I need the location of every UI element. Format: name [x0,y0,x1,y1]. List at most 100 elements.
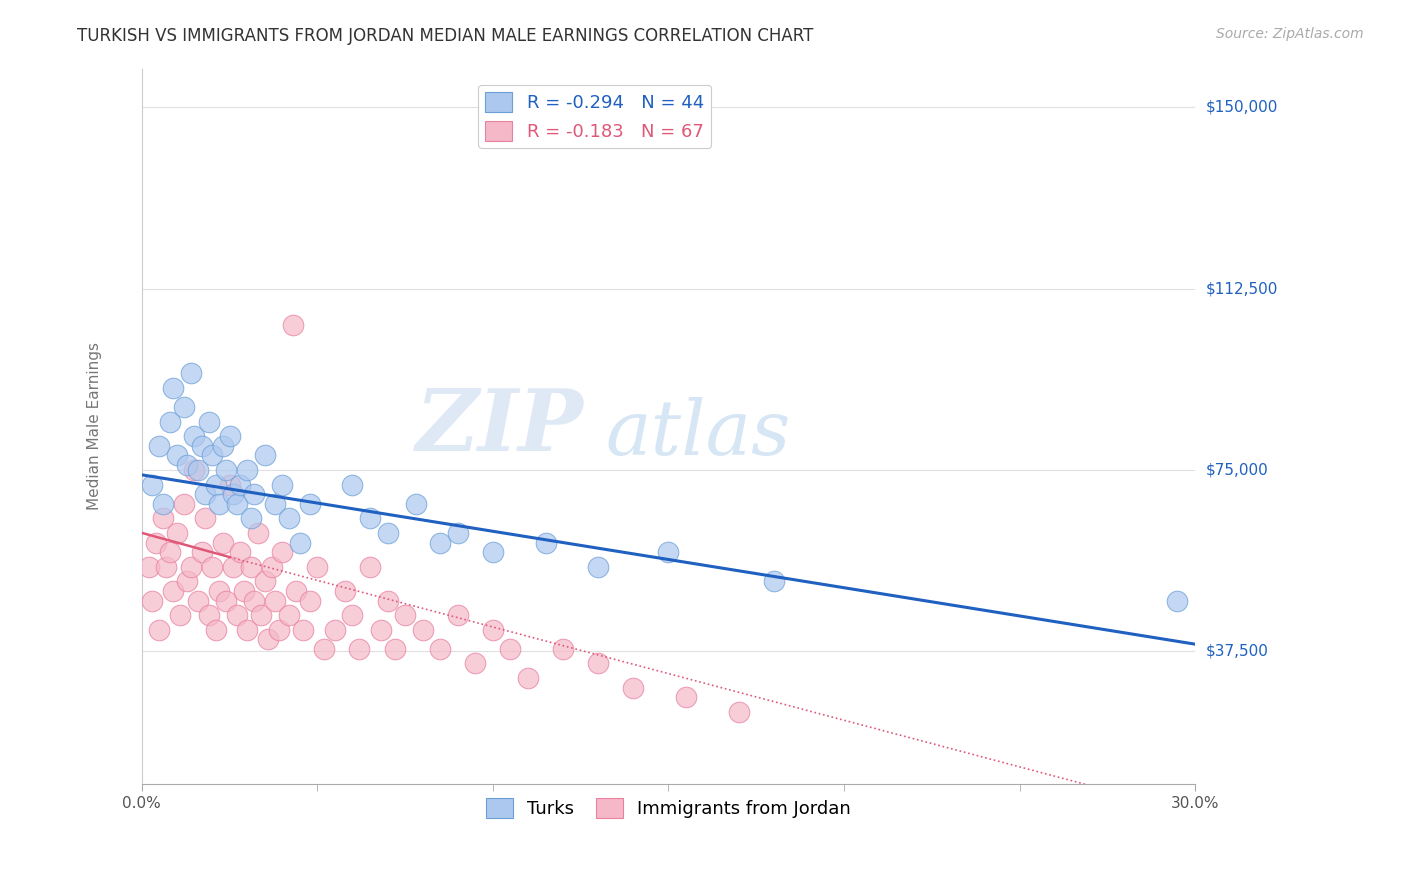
Point [447,608,470,623]
Point [180,559,202,574]
Point [204,477,226,491]
Point [499,642,522,657]
Point [176,574,198,589]
Text: $37,500: $37,500 [1206,644,1270,659]
Point [208,497,231,511]
Point [211,439,233,453]
Point [138,559,160,574]
Point [218,477,240,491]
Point [190,439,212,453]
Point [229,545,252,559]
Point [201,449,224,463]
Point [482,545,505,559]
Point [271,477,294,491]
Point [187,593,209,607]
Point [335,583,357,598]
Point [232,583,254,598]
Point [225,497,247,511]
Point [1166,593,1188,607]
Point [429,642,451,657]
Point [159,545,181,559]
Point [257,632,280,647]
Text: ZIP: ZIP [416,384,583,468]
Point [464,657,486,671]
Point [281,318,304,332]
Point [586,657,609,671]
Point [377,593,399,607]
Point [141,477,163,491]
Point [405,497,427,511]
Point [482,623,505,637]
Point [190,545,212,559]
Point [239,559,262,574]
Point [288,535,311,549]
Point [285,583,308,598]
Point [180,366,202,380]
Text: $150,000: $150,000 [1206,100,1278,115]
Point [267,623,290,637]
Text: atlas: atlas [605,397,790,471]
Point [370,623,392,637]
Point [169,608,191,623]
Point [299,497,322,511]
Point [359,559,381,574]
Point [323,623,346,637]
Point [253,449,276,463]
Point [218,429,240,443]
Point [621,681,644,695]
Point [243,487,266,501]
Point [264,497,287,511]
Point [675,690,697,705]
Point [183,463,205,477]
Point [145,535,167,549]
Point [657,545,679,559]
Point [162,583,184,598]
Text: $112,500: $112,500 [1206,281,1278,296]
Point [155,559,177,574]
Point [517,671,540,685]
Text: $75,000: $75,000 [1206,463,1268,477]
Point [148,439,170,453]
Point [194,511,217,525]
Point [215,593,238,607]
Point [152,511,174,525]
Point [141,593,163,607]
Point [243,593,266,607]
Point [246,525,269,540]
Point [225,608,247,623]
Point [173,497,195,511]
Point [447,525,470,540]
Point [264,593,287,607]
Point [222,559,245,574]
Point [429,535,451,549]
Point [377,525,399,540]
Point [166,449,188,463]
Text: Median Male Earnings: Median Male Earnings [87,343,103,510]
Point [148,623,170,637]
Point [204,623,226,637]
Point [278,608,301,623]
Point [197,415,219,429]
Point [159,415,181,429]
Point [222,487,245,501]
Point [394,608,416,623]
Point [187,463,209,477]
Point [260,559,283,574]
Point [314,642,336,657]
Point [176,458,198,472]
Point [211,535,233,549]
Point [194,487,217,501]
Point [278,511,301,525]
Point [553,642,575,657]
Point [239,511,262,525]
Point [253,574,276,589]
Point [183,429,205,443]
Point [342,477,364,491]
Point [359,511,381,525]
Legend: Turks, Immigrants from Jordan: Turks, Immigrants from Jordan [478,791,859,825]
Point [201,559,224,574]
Point [586,559,609,574]
Point [173,400,195,414]
Point [292,623,315,637]
Point [412,623,434,637]
